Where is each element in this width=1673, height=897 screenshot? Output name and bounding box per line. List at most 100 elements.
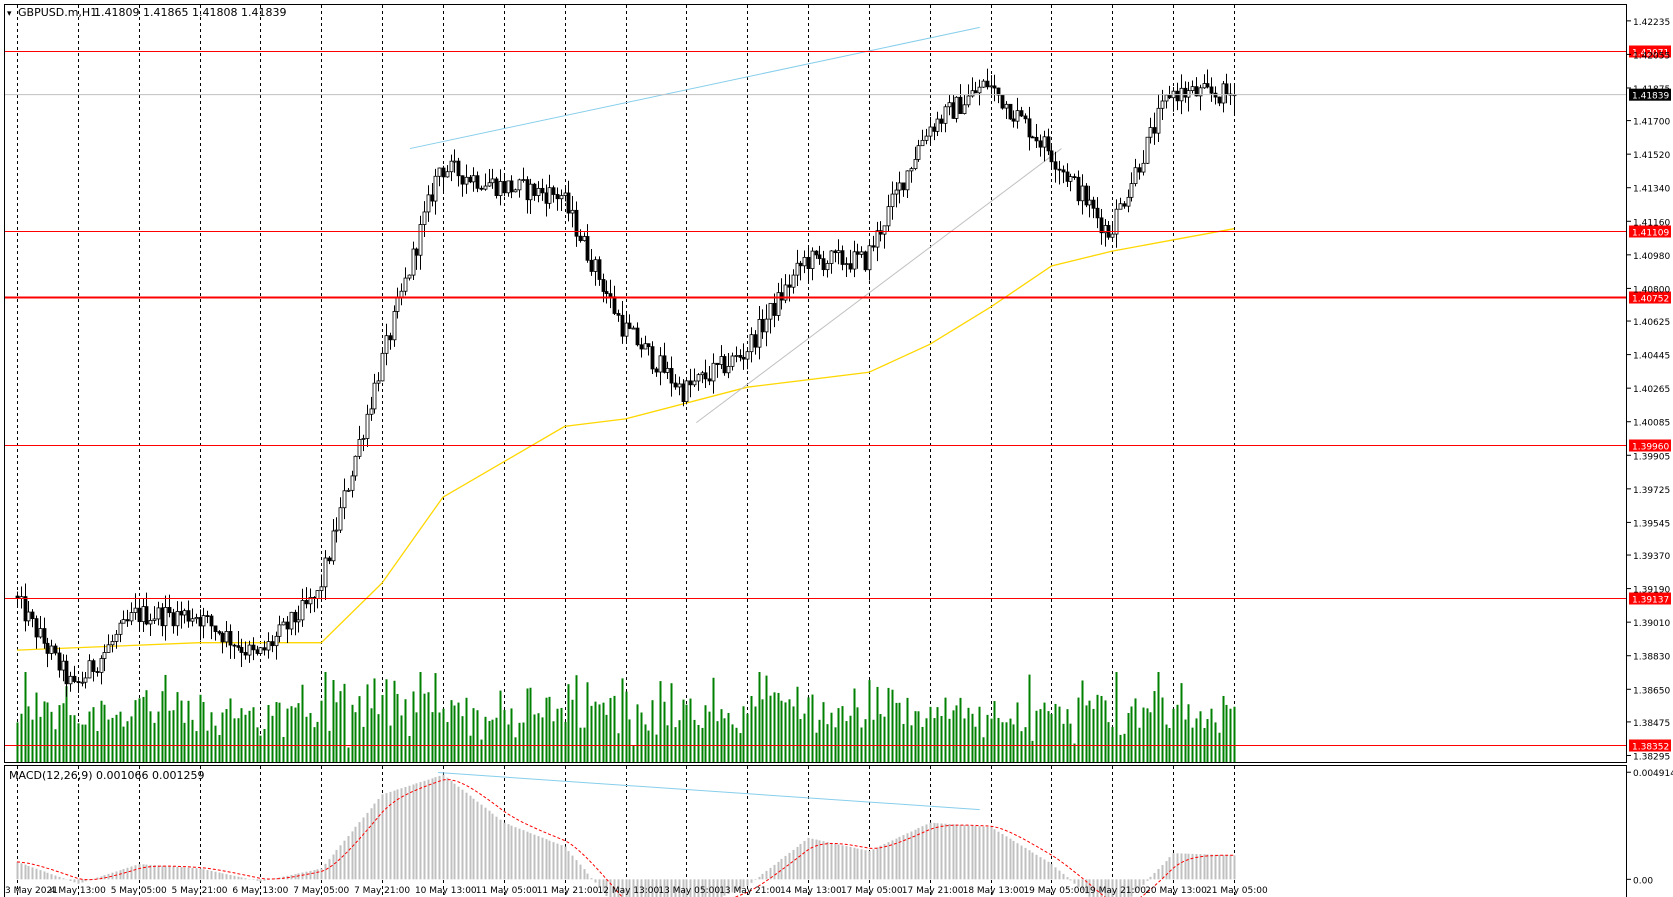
candle-body	[624, 322, 629, 337]
candle-body	[1038, 140, 1043, 148]
candle-body	[928, 126, 933, 137]
candle-body	[1133, 167, 1138, 185]
candle-body	[1030, 136, 1035, 139]
candle-body	[540, 187, 545, 194]
candle-body	[141, 606, 146, 623]
candle-body	[996, 87, 1001, 96]
candle-body	[376, 380, 381, 384]
candle-body	[859, 251, 864, 255]
candle-body	[1068, 176, 1073, 182]
candle-body	[1099, 217, 1104, 234]
candle-body	[1034, 136, 1039, 142]
candle-body	[798, 262, 803, 267]
price-tick-label: 1.39905	[1633, 452, 1670, 462]
time-tick-label: 19 May 21:00	[1084, 886, 1146, 896]
candle-body	[87, 660, 92, 679]
candle-body	[319, 586, 324, 591]
candle-body	[327, 557, 332, 562]
candle-body	[654, 368, 659, 373]
candle-body	[635, 327, 640, 346]
price-level-label-bg	[1629, 739, 1671, 752]
candle-body	[1095, 207, 1100, 219]
candle-body	[1190, 86, 1195, 92]
candle-body	[171, 612, 176, 627]
candle-body	[871, 245, 876, 248]
time-tick-label: 7 May 21:00	[354, 886, 410, 896]
candle-body	[825, 263, 830, 271]
candle-body	[270, 641, 275, 647]
candle-body	[68, 675, 73, 685]
candle-body	[293, 611, 298, 623]
candle-body	[867, 245, 872, 271]
price-panel[interactable]	[4, 4, 1627, 763]
candle-body	[315, 590, 320, 599]
candle-body	[430, 194, 435, 202]
candle-body	[182, 610, 187, 616]
candle-body	[1049, 150, 1054, 163]
candle-body	[494, 178, 499, 196]
candle-body	[308, 597, 313, 605]
time-tick-label: 12 May 13:00	[598, 886, 660, 896]
candle-body	[411, 248, 416, 276]
candle-body	[441, 167, 446, 178]
candle-body	[1224, 83, 1229, 95]
candle-body	[616, 313, 621, 316]
candle-body	[369, 408, 374, 415]
candle-body	[323, 557, 328, 588]
price-level-label-bg	[1629, 439, 1671, 452]
candle-body	[38, 628, 43, 638]
candle-body	[989, 85, 994, 88]
candle-body	[395, 297, 400, 312]
candle-body	[544, 192, 549, 204]
macd-tick-label: 0.00	[1633, 876, 1653, 886]
candle-body	[372, 382, 377, 410]
trendline-support[interactable]	[696, 148, 1062, 424]
price-tick-label: 1.40445	[1633, 352, 1670, 362]
candle-body	[760, 318, 765, 333]
macd-panel-border	[4, 765, 1627, 897]
candle-body	[156, 607, 161, 620]
candle-body	[525, 179, 530, 201]
candle-body	[456, 160, 461, 177]
candle-body	[958, 96, 963, 114]
candle-body	[1057, 168, 1062, 171]
candle-body	[114, 633, 119, 642]
price-tick-label: 1.42235	[1633, 18, 1670, 28]
time-tick-label: 5 May 05:00	[111, 886, 167, 896]
candle-body	[875, 230, 880, 248]
candle-body	[1205, 83, 1210, 88]
candle-body	[506, 180, 511, 194]
candle-body	[764, 318, 769, 333]
price-tick-label: 1.40265	[1633, 385, 1670, 395]
candle-body	[776, 292, 781, 316]
candle-body	[490, 178, 495, 184]
candle-body	[848, 263, 853, 270]
time-tick-label: 19 May 05:00	[1023, 886, 1085, 896]
trendline-resistance[interactable]	[409, 26, 980, 150]
candle-body	[833, 250, 838, 254]
candle-body	[61, 660, 66, 671]
candle-body	[449, 160, 454, 173]
candle-body	[673, 382, 678, 388]
candle-body	[452, 160, 457, 163]
candle-body	[589, 259, 594, 272]
price-tick-label: 1.41160	[1633, 218, 1670, 228]
candle-body	[757, 318, 762, 348]
current-price-label-bg	[1629, 88, 1671, 101]
candle-body	[1065, 171, 1070, 182]
time-tick-label: 5 May 21:00	[172, 886, 228, 896]
candle-body	[102, 652, 107, 659]
candle-body	[1114, 208, 1119, 235]
candle-body	[133, 607, 138, 613]
symbol-dropdown-icon[interactable]: ▾	[7, 9, 12, 19]
candle-body	[1129, 183, 1134, 198]
candle-body	[361, 438, 366, 440]
candle-body	[217, 631, 222, 634]
candle-body	[80, 681, 85, 684]
candle-body	[1126, 196, 1131, 207]
grid-layer	[17, 5, 1235, 897]
macd-trendline[interactable]	[437, 772, 980, 811]
candle-body	[604, 291, 609, 295]
candle-body	[597, 259, 602, 280]
